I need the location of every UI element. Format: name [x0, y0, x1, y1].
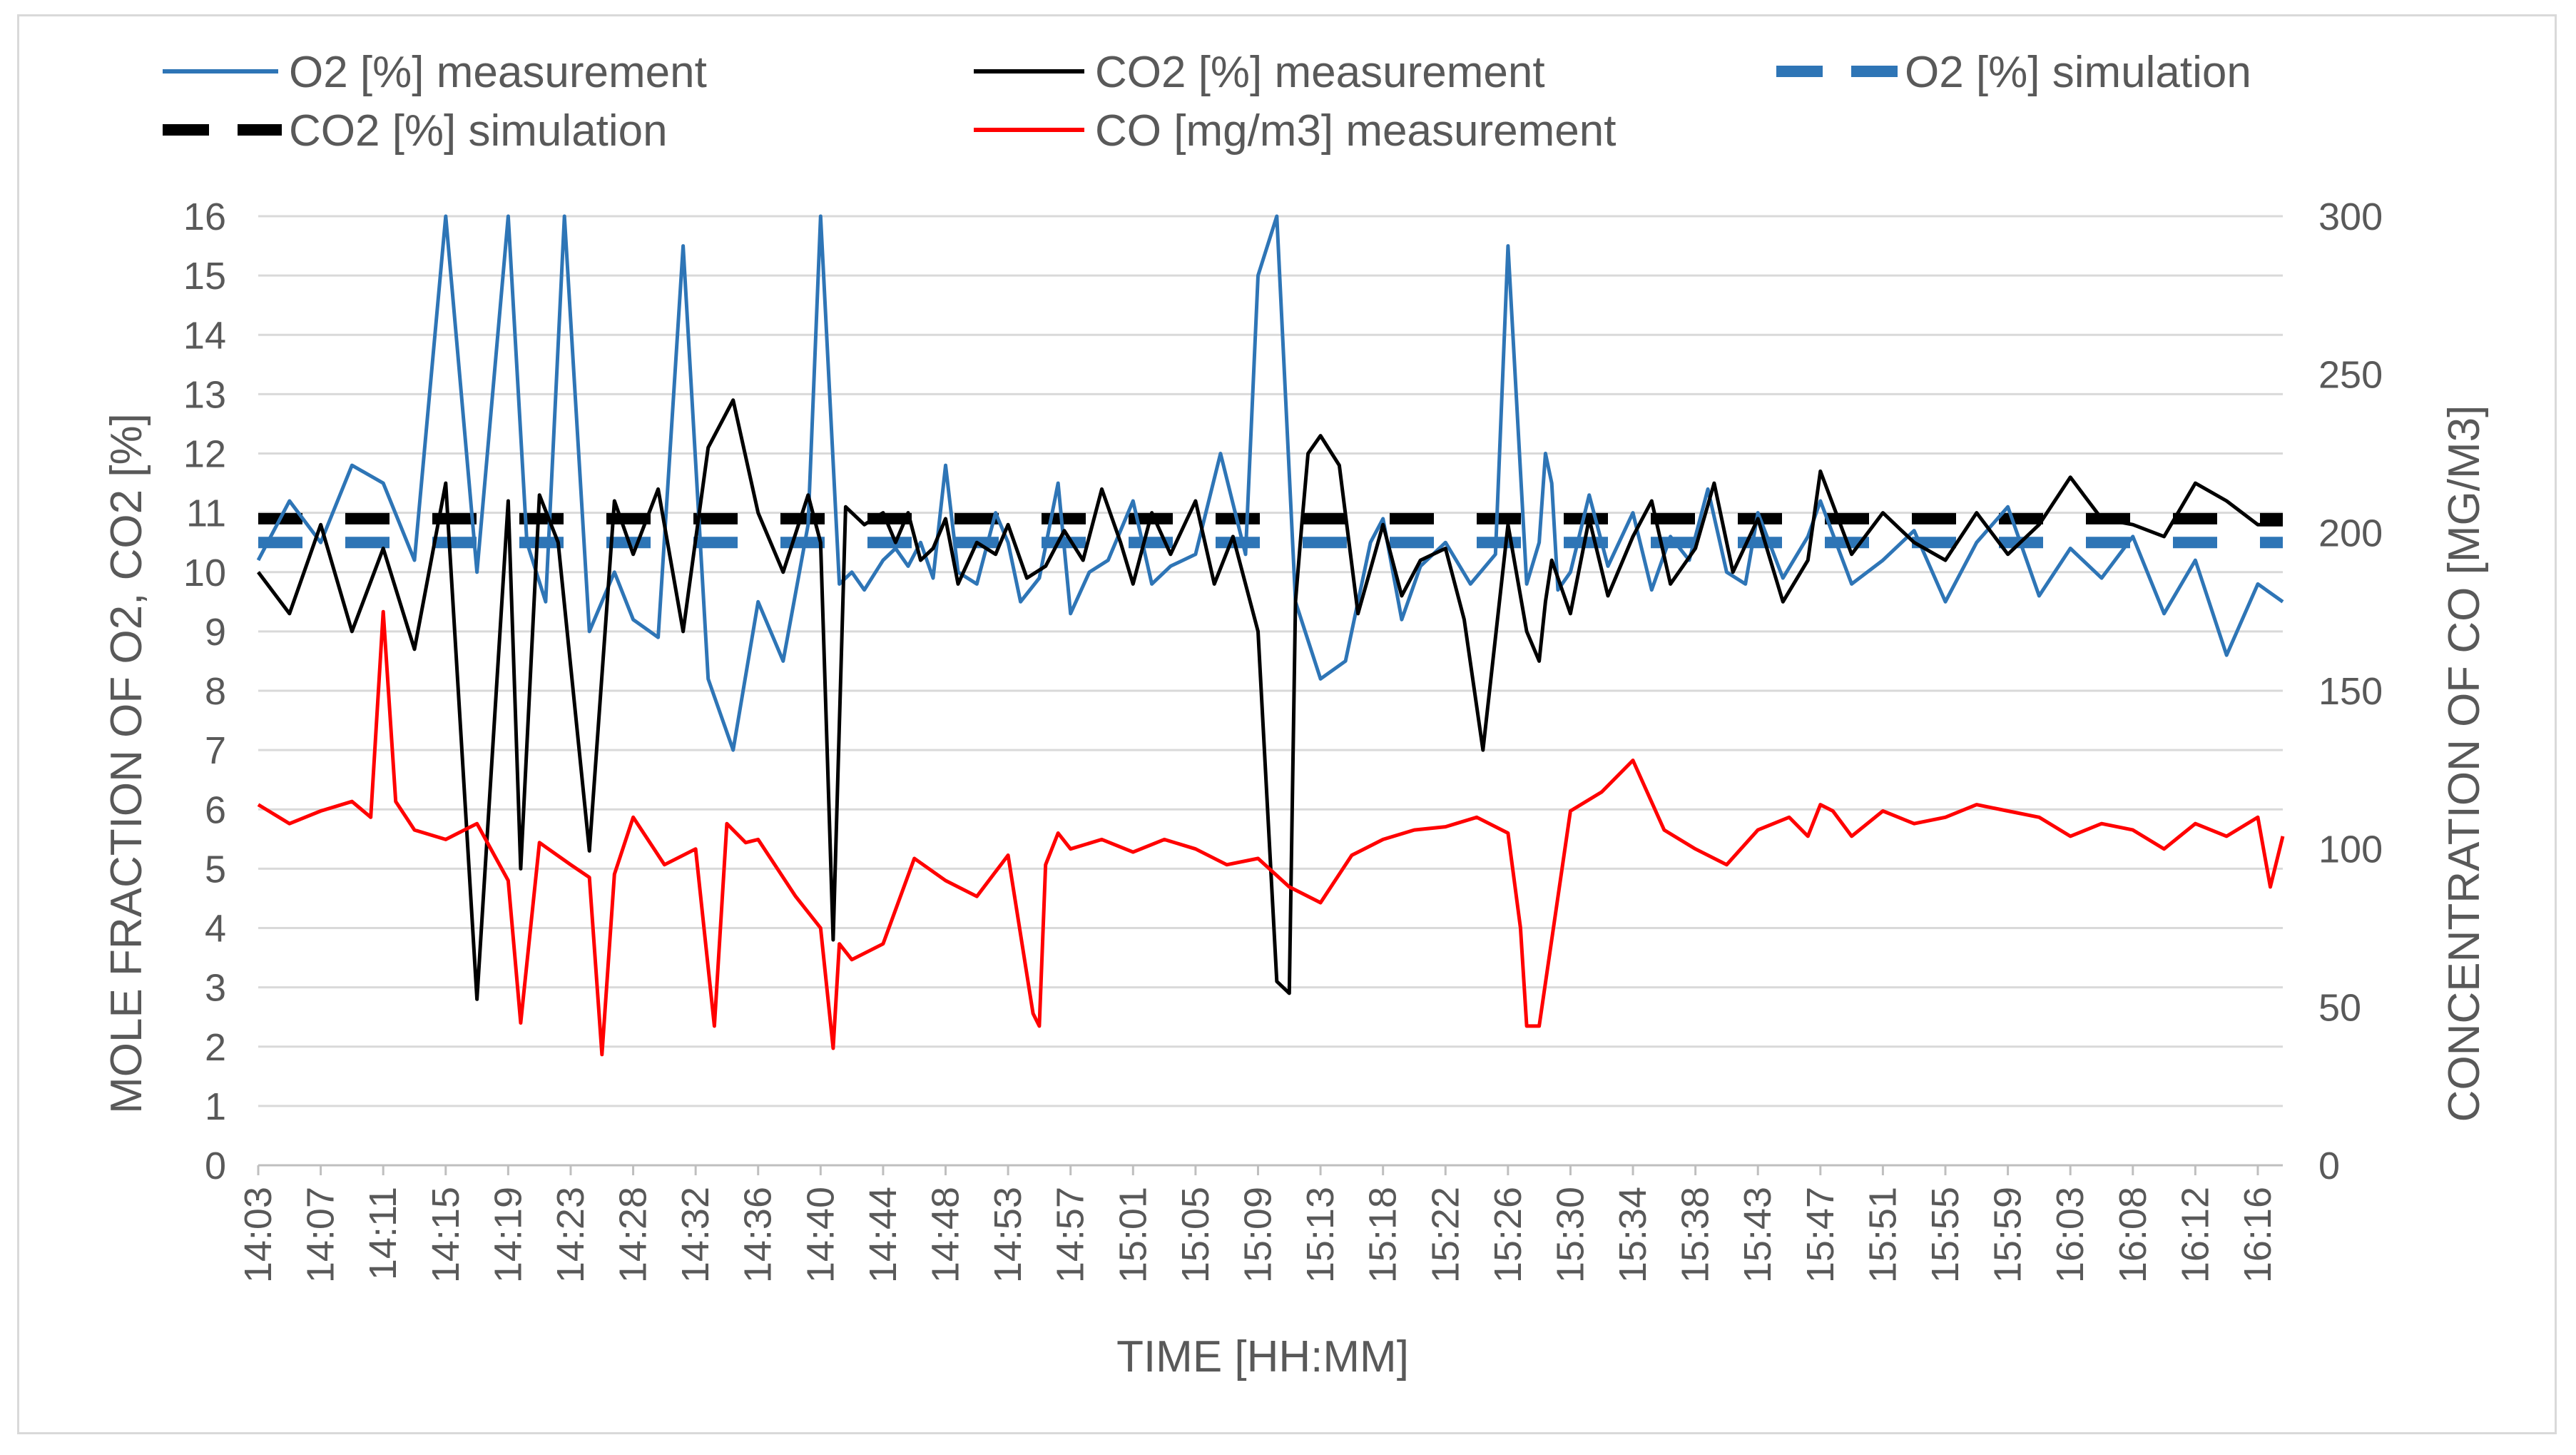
x-tick-label: 14:44 — [862, 1187, 905, 1283]
y-tick-label: 13 — [183, 373, 226, 416]
y-tick-label: 4 — [205, 908, 226, 950]
y-tick-label: 7 — [205, 729, 226, 772]
x-tick-label: 14:03 — [237, 1187, 280, 1283]
y2-axis-title: CONCENTRATION OF CO [MG/M3] — [2440, 405, 2489, 1122]
x-tick-label: 15:55 — [1924, 1187, 1967, 1283]
x-tick-label: 16:03 — [2049, 1187, 2092, 1283]
x-tick-label: 15:13 — [1299, 1187, 1342, 1283]
x-tick-label: 14:48 — [925, 1187, 967, 1283]
x-tick-label: 15:59 — [1987, 1187, 2030, 1283]
y-tick-label: 8 — [205, 670, 226, 713]
y-tick-label: 16 — [183, 196, 226, 238]
x-tick-label: 14:15 — [424, 1187, 467, 1283]
x-tick-label: 15:38 — [1674, 1187, 1717, 1283]
x-tick-label: 14:07 — [300, 1187, 342, 1283]
legend-label-co-measurement: CO [mg/m3] measurement — [1095, 106, 1616, 156]
y-tick-label: 9 — [205, 611, 226, 654]
legend-item-co2-simulation: CO2 [%] simulation — [163, 106, 668, 156]
x-tick-label: 15:43 — [1736, 1187, 1779, 1283]
y-tick-label: 5 — [205, 848, 226, 891]
x-tick-label: 16:16 — [2236, 1187, 2279, 1283]
x-tick-label: 15:05 — [1174, 1187, 1217, 1283]
legend-label-o2-simulation: O2 [%] simulation — [1905, 48, 2251, 97]
y2-tick-label: 100 — [2318, 828, 2383, 871]
y-tick-label: 12 — [183, 433, 226, 476]
series-co-measurement — [257, 609, 2285, 1057]
x-tick-label: 16:12 — [2174, 1187, 2216, 1283]
x-tick-label: 14:19 — [487, 1187, 529, 1283]
y-tick-label: 3 — [205, 967, 226, 1010]
x-tick-label: 14:32 — [674, 1187, 717, 1283]
x-tick-label: 15:22 — [1424, 1187, 1467, 1283]
x-tick-label: 14:57 — [1049, 1187, 1092, 1283]
x-tick-label: 15:18 — [1362, 1187, 1405, 1283]
legend-label-co2-simulation: CO2 [%] simulation — [289, 106, 668, 156]
x-tick-label: 15:34 — [1612, 1187, 1654, 1283]
y2-tick-label: 300 — [2318, 196, 2383, 238]
legend-item-o2-simulation: O2 [%] simulation — [1776, 48, 2251, 97]
x-tick-label: 14:23 — [549, 1187, 592, 1283]
series-layer — [256, 214, 2285, 1057]
x-tick-label: 16:08 — [2112, 1187, 2154, 1283]
y-tick-label: 15 — [183, 255, 226, 298]
y-axis-title: MOLE FRACTION OF O2, CO2 [%] — [102, 413, 151, 1114]
legend: O2 [%] measurement CO2 [%] measurement O… — [163, 48, 2251, 156]
x-tick-label: 14:28 — [612, 1187, 655, 1283]
y2-tick-label: 50 — [2318, 986, 2361, 1029]
y2-tick-label: 250 — [2318, 354, 2383, 397]
x-tick-label: 14:36 — [737, 1187, 780, 1283]
x-tick-label: 14:53 — [987, 1187, 1029, 1283]
legend-label-o2-measurement: O2 [%] measurement — [289, 48, 707, 97]
x-tick-label: 15:51 — [1861, 1187, 1904, 1283]
y-tick-label: 14 — [183, 314, 226, 357]
y-tick-label: 0 — [205, 1145, 226, 1187]
y2-tick-label: 200 — [2318, 512, 2383, 554]
y2-tick-label: 0 — [2318, 1145, 2340, 1187]
gridlines — [258, 215, 2283, 1167]
y-tick-label: 6 — [205, 789, 226, 831]
x-tick-label: 15:09 — [1236, 1187, 1279, 1283]
series-co2-measurement — [257, 398, 2283, 1001]
y2-tick-label: 150 — [2318, 670, 2383, 713]
x-tick-label: 14:11 — [362, 1187, 404, 1280]
y-tick-label: 1 — [205, 1085, 226, 1128]
axes: 0123456789101112131415160501001502002503… — [183, 196, 2383, 1283]
x-tick-label: 15:01 — [1111, 1187, 1154, 1283]
x-tick-label: 15:26 — [1487, 1187, 1529, 1283]
legend-item-co2-measurement: CO2 [%] measurement — [974, 48, 1545, 97]
x-tick-label: 14:40 — [799, 1187, 842, 1283]
x-tick-label: 15:30 — [1549, 1187, 1592, 1283]
legend-label-co2-measurement: CO2 [%] measurement — [1095, 48, 1545, 97]
y-tick-label: 2 — [205, 1026, 226, 1069]
chart-frame — [17, 14, 2557, 1434]
legend-item-o2-measurement: O2 [%] measurement — [163, 48, 707, 97]
x-axis-title: TIME [HH:MM] — [1116, 1332, 1409, 1382]
x-tick-label: 15:47 — [1799, 1187, 1842, 1283]
y-tick-label: 11 — [186, 492, 226, 535]
legend-item-co-measurement: CO [mg/m3] measurement — [974, 106, 1616, 156]
y-tick-label: 10 — [183, 552, 226, 594]
series-o2-measurement — [256, 214, 2284, 752]
